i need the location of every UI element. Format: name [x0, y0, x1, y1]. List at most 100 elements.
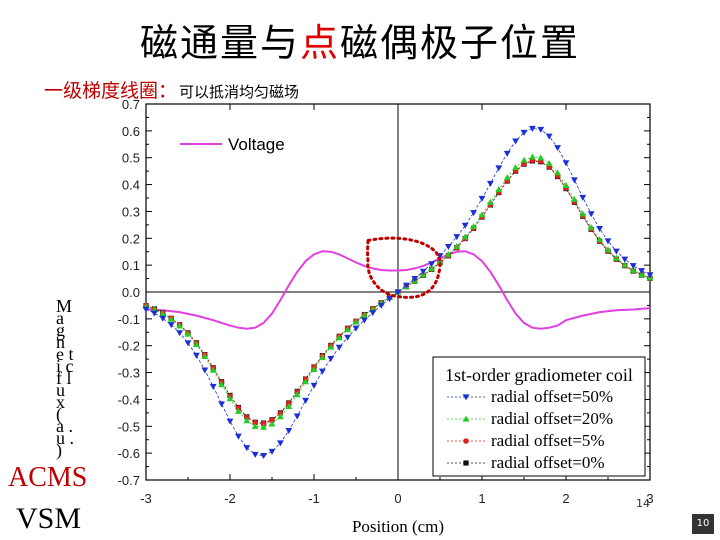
data-point — [478, 211, 486, 218]
slide-subtitle: 一级梯度线圈： 可以抵消均匀磁场 — [44, 76, 299, 103]
x-tick-label: -1 — [308, 491, 320, 506]
data-point — [503, 150, 511, 157]
data-point — [613, 248, 620, 255]
data-point — [545, 133, 553, 140]
data-point — [445, 251, 452, 257]
data-point — [344, 334, 351, 341]
data-point — [587, 224, 595, 231]
legend-box — [432, 356, 646, 477]
title-part-1: 磁通量与 — [139, 21, 300, 65]
data-point — [193, 352, 200, 359]
data-point — [159, 315, 167, 322]
data-point — [252, 419, 258, 426]
data-point — [327, 356, 335, 363]
data-point — [167, 315, 175, 322]
y-tick-label: 0.7 — [122, 97, 140, 112]
data-point — [596, 226, 603, 233]
subtitle-note: 可以抵消均匀磁场 — [179, 83, 300, 101]
data-point — [142, 306, 150, 313]
data-point — [579, 210, 587, 217]
data-point — [151, 306, 158, 313]
y-axis-label: M a g n e t i c f l u x ( a . u . ) — [56, 296, 74, 460]
y-tick-label: 0.1 — [122, 258, 140, 273]
y-tick-label: -0.5 — [118, 419, 140, 434]
series-triangle-down — [142, 125, 654, 459]
data-point — [520, 129, 528, 136]
data-point — [428, 261, 435, 268]
data-point — [293, 413, 301, 420]
title-highlight: 点 — [299, 21, 340, 65]
data-point — [629, 266, 637, 273]
y-tick-label: -0.2 — [118, 339, 140, 354]
data-point — [226, 395, 234, 402]
data-point — [293, 391, 301, 398]
data-point — [579, 194, 587, 201]
y-tick-label: -0.3 — [118, 366, 140, 381]
data-point — [419, 268, 427, 275]
data-point — [562, 181, 570, 188]
data-point — [512, 138, 519, 145]
data-point — [277, 413, 284, 420]
data-point — [285, 427, 293, 434]
y-tick-label: 0.3 — [122, 204, 140, 219]
data-point — [235, 407, 242, 414]
data-point — [487, 198, 494, 205]
data-point — [176, 322, 183, 329]
data-point — [193, 340, 200, 347]
data-point — [604, 246, 612, 253]
data-point — [352, 325, 360, 332]
y-tick-label: 0.0 — [122, 285, 140, 300]
data-point — [461, 233, 469, 240]
data-point — [461, 222, 469, 229]
data-point — [646, 272, 654, 279]
y-tick-label: -0.6 — [118, 446, 140, 461]
data-point — [436, 258, 444, 265]
x-tick-label: 1 — [478, 491, 485, 506]
legend-entry: radial offset=0% — [491, 453, 605, 472]
y-tick-label: 0.2 — [122, 231, 140, 246]
data-point — [302, 397, 309, 404]
data-point — [445, 244, 452, 251]
x-tick-label: 2 — [562, 491, 569, 506]
data-point — [243, 445, 251, 452]
data-point — [251, 451, 259, 458]
data-point — [638, 268, 645, 275]
legend-entry: radial offset=50% — [491, 387, 613, 406]
legend-title: 1st-order gradiometer coil — [445, 365, 633, 385]
data-point — [512, 163, 519, 170]
data-point — [453, 234, 461, 241]
data-point — [151, 310, 158, 317]
data-point — [428, 265, 435, 272]
data-point — [571, 195, 578, 202]
data-point — [361, 311, 368, 318]
legend-entry: radial offset=5% — [491, 431, 605, 450]
data-point — [235, 433, 242, 440]
data-point — [176, 330, 183, 337]
y-tick-label: 0.4 — [122, 178, 140, 193]
data-point — [285, 403, 293, 410]
data-point — [545, 159, 553, 166]
data-point — [613, 254, 620, 261]
data-point — [537, 126, 545, 133]
data-point — [218, 401, 225, 408]
data-point — [243, 417, 251, 424]
data-point — [470, 210, 477, 217]
data-point — [529, 125, 536, 132]
x-tick-label: 0 — [394, 491, 401, 506]
data-point — [209, 366, 217, 373]
data-point — [218, 381, 225, 388]
voltage-line — [145, 250, 651, 330]
data-point — [319, 354, 326, 361]
y-tick-label: -0.4 — [118, 392, 140, 407]
data-point — [478, 195, 486, 202]
data-point — [209, 383, 217, 390]
data-point — [537, 154, 545, 161]
data-point — [310, 382, 318, 389]
data-point — [562, 160, 570, 167]
data-point — [403, 282, 410, 289]
voltage-legend-label: Voltage — [228, 135, 285, 154]
data-point — [268, 420, 276, 427]
data-point — [260, 423, 267, 430]
data-point — [386, 296, 393, 303]
